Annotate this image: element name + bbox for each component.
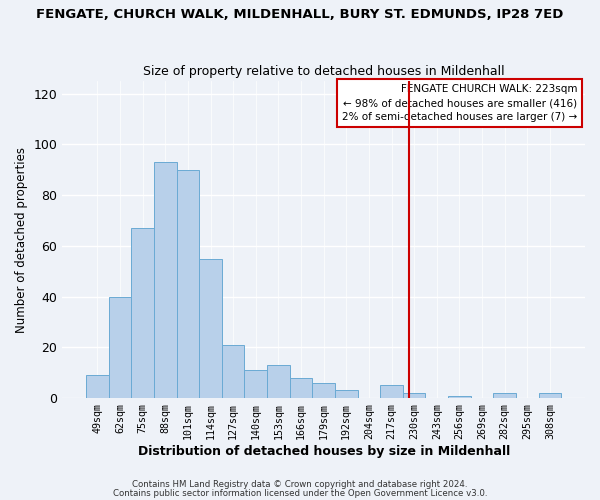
Text: Contains public sector information licensed under the Open Government Licence v3: Contains public sector information licen…	[113, 489, 487, 498]
Text: Contains HM Land Registry data © Crown copyright and database right 2024.: Contains HM Land Registry data © Crown c…	[132, 480, 468, 489]
Bar	[267, 365, 290, 398]
Bar	[335, 390, 358, 398]
X-axis label: Distribution of detached houses by size in Mildenhall: Distribution of detached houses by size …	[137, 444, 510, 458]
Bar	[244, 370, 267, 398]
Bar	[539, 393, 561, 398]
Text: FENGATE, CHURCH WALK, MILDENHALL, BURY ST. EDMUNDS, IP28 7ED: FENGATE, CHURCH WALK, MILDENHALL, BURY S…	[37, 8, 563, 20]
Bar	[176, 170, 199, 398]
Bar	[290, 378, 313, 398]
Bar	[448, 396, 471, 398]
Bar	[222, 345, 244, 398]
Bar	[380, 386, 403, 398]
Bar	[109, 296, 131, 398]
Bar	[313, 383, 335, 398]
Bar	[131, 228, 154, 398]
Y-axis label: Number of detached properties: Number of detached properties	[15, 146, 28, 332]
Bar	[154, 162, 176, 398]
Title: Size of property relative to detached houses in Mildenhall: Size of property relative to detached ho…	[143, 66, 505, 78]
Bar	[493, 393, 516, 398]
Bar	[199, 258, 222, 398]
Text: FENGATE CHURCH WALK: 223sqm
← 98% of detached houses are smaller (416)
2% of sem: FENGATE CHURCH WALK: 223sqm ← 98% of det…	[342, 84, 577, 122]
Bar	[403, 393, 425, 398]
Bar	[86, 376, 109, 398]
